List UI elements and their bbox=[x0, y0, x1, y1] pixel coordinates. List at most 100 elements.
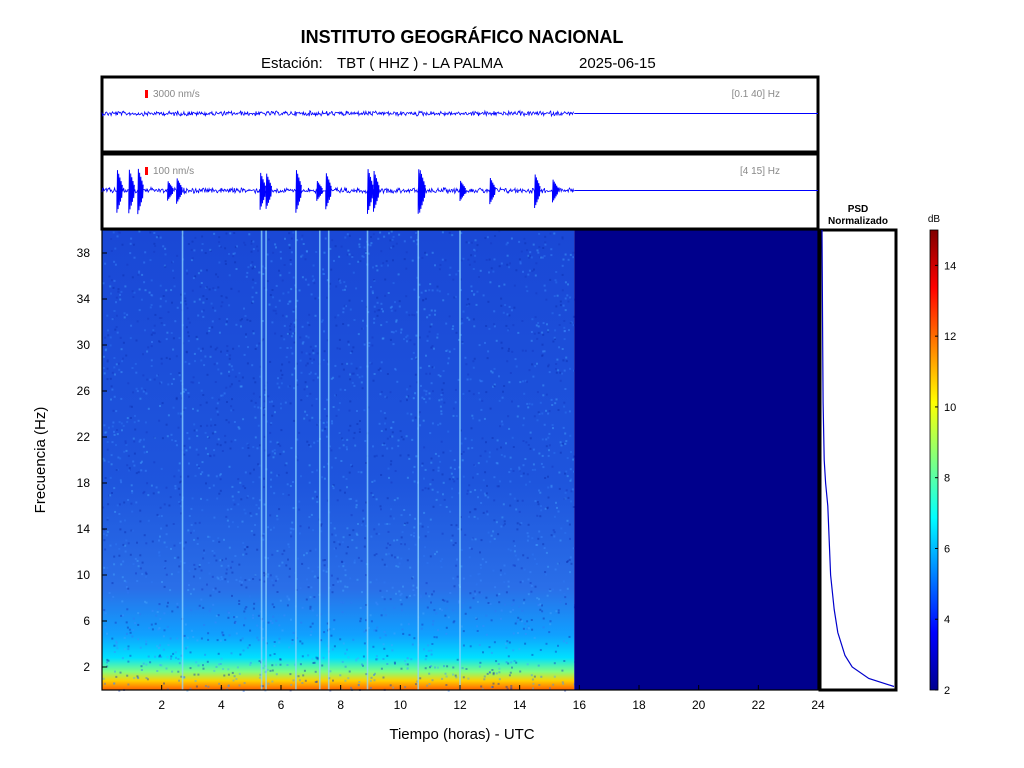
spectrogram-texture bbox=[126, 632, 128, 635]
spectrogram-texture bbox=[434, 309, 437, 312]
spectrogram-texture bbox=[441, 473, 444, 476]
spectrogram-texture bbox=[311, 570, 314, 573]
spectrogram-texture bbox=[133, 677, 136, 679]
spectrogram-texture bbox=[419, 424, 422, 427]
spectrogram-texture bbox=[355, 367, 358, 370]
spectrogram-texture bbox=[301, 254, 304, 257]
spectrogram-texture bbox=[152, 492, 155, 495]
spectrogram-texture bbox=[312, 280, 315, 282]
spectrogram-texture bbox=[125, 539, 128, 542]
spectrogram-texture bbox=[241, 376, 244, 379]
spectrogram-texture bbox=[474, 538, 477, 541]
psd-title: PSD bbox=[848, 204, 869, 215]
spectrogram-texture bbox=[491, 669, 494, 671]
spectrogram-texture bbox=[232, 255, 235, 258]
spectrogram-texture bbox=[233, 232, 236, 234]
colorbar-tick-label: 6 bbox=[944, 543, 950, 555]
scale-marker bbox=[145, 90, 148, 98]
spectrogram-texture bbox=[334, 534, 337, 537]
spectrogram-texture bbox=[416, 680, 419, 683]
spectrogram-texture bbox=[180, 512, 183, 515]
spectrogram-texture bbox=[550, 486, 553, 489]
spectrogram-texture bbox=[539, 401, 542, 404]
spectrogram-texture bbox=[209, 455, 212, 458]
spectrogram-texture bbox=[168, 504, 171, 507]
spectrogram-texture bbox=[547, 329, 550, 332]
spectrogram-texture bbox=[400, 623, 403, 626]
spectrogram-texture bbox=[330, 522, 332, 524]
spectrogram-texture bbox=[220, 245, 222, 248]
spectrogram-texture bbox=[110, 238, 113, 240]
spectrogram-texture bbox=[185, 647, 187, 650]
spectrogram-texture bbox=[385, 565, 388, 568]
spectrogram-texture bbox=[303, 417, 306, 420]
spectrogram-texture bbox=[170, 433, 173, 436]
spectrogram-texture bbox=[513, 284, 516, 287]
spectrogram-texture bbox=[422, 299, 425, 302]
spectrogram-texture bbox=[558, 471, 561, 474]
spectrogram-texture bbox=[284, 401, 287, 404]
spectrogram-texture bbox=[312, 662, 315, 664]
spectrogram-texture bbox=[226, 318, 229, 321]
spectrogram-texture bbox=[268, 453, 271, 456]
spectrogram-texture bbox=[505, 442, 507, 445]
spectrogram-texture bbox=[518, 510, 521, 513]
spectrogram-texture bbox=[358, 246, 361, 248]
spectrogram-texture bbox=[493, 258, 496, 261]
spectrogram-texture bbox=[119, 671, 122, 674]
spectrogram-texture bbox=[548, 588, 551, 591]
spectrogram-texture bbox=[220, 295, 223, 298]
spectrogram-texture bbox=[154, 622, 157, 625]
spectrogram-texture bbox=[330, 268, 333, 271]
spectrogram-texture bbox=[335, 285, 338, 288]
spectrogram-texture bbox=[188, 437, 191, 440]
spectrogram-texture bbox=[448, 350, 451, 353]
spectrogram-texture bbox=[302, 243, 305, 245]
spectrogram-texture bbox=[472, 597, 475, 600]
spectrogram-texture bbox=[375, 578, 378, 581]
spectrogram-texture bbox=[208, 487, 211, 489]
spectrogram-texture bbox=[373, 310, 376, 313]
spectrogram-texture bbox=[557, 609, 560, 612]
spectrogram-texture bbox=[130, 324, 133, 327]
spectrogram-texture bbox=[279, 453, 282, 456]
spectrogram-texture bbox=[279, 274, 282, 277]
spectrogram-texture bbox=[218, 492, 221, 495]
spectrogram-texture bbox=[317, 576, 320, 579]
spectrogram-texture bbox=[103, 682, 106, 685]
spectrogram-texture bbox=[516, 499, 519, 502]
spectrogram-texture bbox=[166, 435, 169, 438]
spectrogram-texture bbox=[225, 386, 228, 389]
spectrogram-texture bbox=[331, 591, 334, 594]
spectrogram-texture bbox=[400, 541, 403, 544]
spectrogram-texture bbox=[515, 508, 518, 511]
spectrogram-texture bbox=[192, 636, 195, 638]
y-tick-label: 38 bbox=[77, 246, 91, 260]
spectrogram-texture bbox=[371, 336, 374, 339]
spectrogram-texture bbox=[158, 554, 161, 557]
spectrogram-texture bbox=[332, 376, 335, 379]
spectrogram-texture bbox=[289, 402, 292, 405]
spectrogram-texture bbox=[556, 294, 559, 297]
spectrogram-texture bbox=[242, 553, 245, 556]
spectrogram-texture bbox=[457, 378, 460, 381]
spectrogram-texture bbox=[372, 233, 375, 236]
spectrogram-texture bbox=[405, 251, 408, 254]
spectrogram-texture bbox=[106, 665, 109, 668]
spectrogram-texture bbox=[202, 301, 205, 304]
spectrogram-texture bbox=[383, 608, 386, 611]
spectrogram-texture bbox=[571, 488, 574, 491]
spectrogram-texture bbox=[396, 539, 399, 542]
spectrogram-texture bbox=[569, 322, 572, 324]
spectrogram-texture bbox=[208, 536, 211, 539]
spectrogram-texture bbox=[395, 330, 398, 333]
spectrogram-texture bbox=[287, 494, 290, 496]
spectrogram-texture bbox=[137, 638, 140, 641]
spectrogram-texture bbox=[476, 600, 479, 603]
spectrogram-texture bbox=[538, 684, 541, 686]
spectrogram-texture bbox=[224, 247, 227, 250]
spectrogram-texture bbox=[156, 374, 159, 376]
spectrogram-texture bbox=[494, 586, 497, 589]
spectrogram-texture bbox=[404, 660, 407, 662]
spectrogram-texture bbox=[553, 535, 556, 538]
